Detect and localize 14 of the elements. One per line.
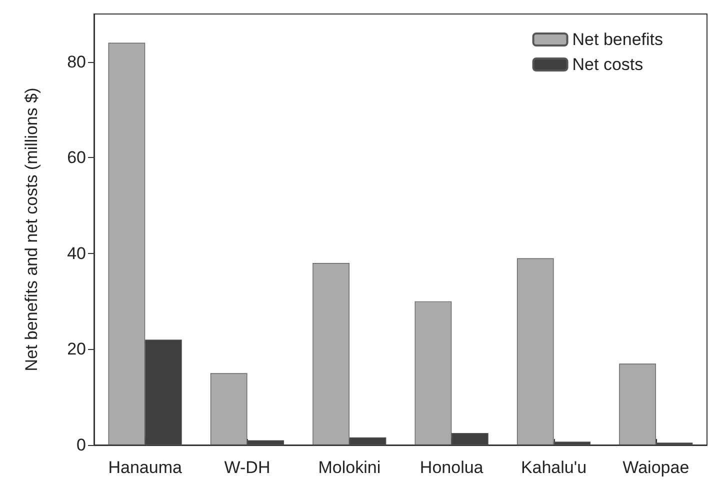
y-tick-label: 80 — [67, 52, 86, 72]
x-tick-label: Kahalu'u — [520, 458, 587, 477]
y-tick-label: 0 — [76, 436, 86, 454]
legend-label: Net benefits — [572, 30, 664, 49]
y-axis-title: Net benefits and net costs (millions $) — [22, 88, 41, 372]
y-tick-label: 40 — [67, 244, 86, 263]
x-tick-label: Waiopae — [622, 458, 690, 477]
x-tick-label: Honolua — [420, 458, 484, 477]
x-tick-label: Hanauma — [108, 458, 182, 477]
legend-label: Net costs — [572, 55, 644, 74]
x-tick-label: W-DH — [224, 458, 270, 477]
y-tick-label: 60 — [67, 148, 86, 168]
x-tick-label: Molokini — [318, 458, 381, 477]
y-tick-label: 20 — [67, 340, 86, 359]
